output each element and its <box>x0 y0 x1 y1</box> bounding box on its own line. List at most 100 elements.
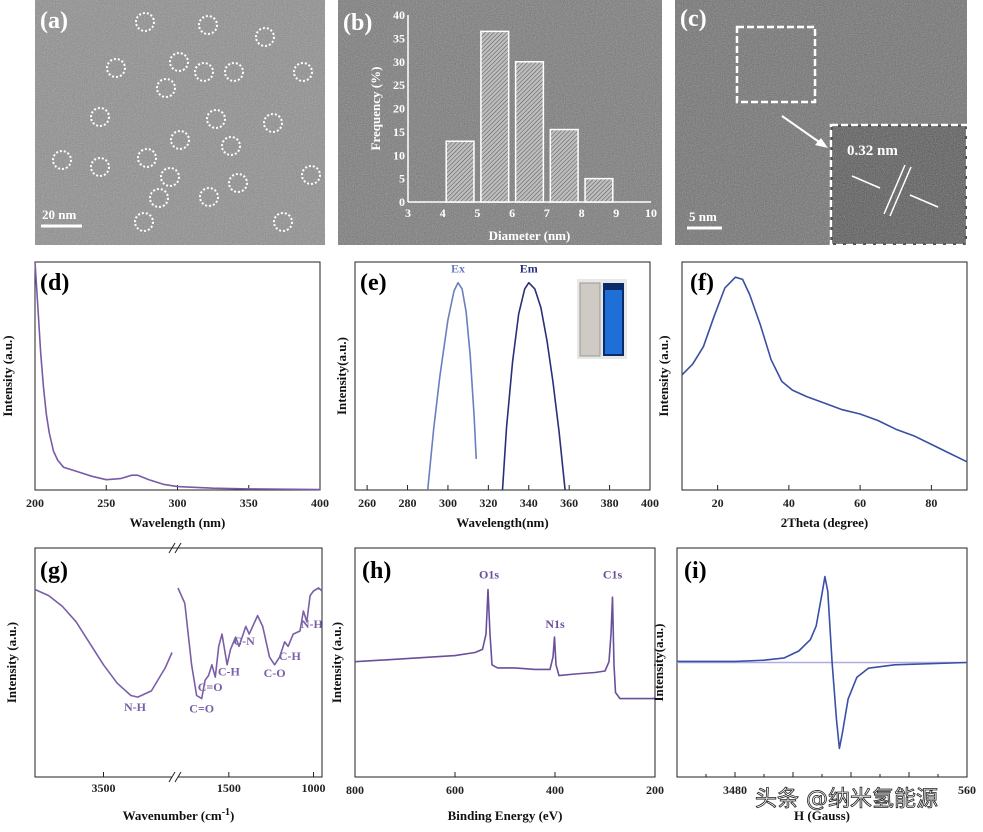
series-line <box>677 575 968 750</box>
nanoparticle-circle <box>198 15 218 35</box>
x-tick-label: 300 <box>169 496 187 510</box>
nanoparticle-circle <box>263 113 283 133</box>
peak-annotation: C-H <box>279 649 302 663</box>
nanoparticle-circle <box>301 165 321 185</box>
series-label: Ex <box>451 262 465 276</box>
x-tick-label: 380 <box>601 496 619 510</box>
x-tick-label: 360 <box>560 496 578 510</box>
nanoparticle-markers <box>52 12 321 232</box>
x-axis-label: Diameter (nm) <box>489 228 571 243</box>
panel-a-tem-image: (a) 20 nm <box>35 0 325 245</box>
x-tick-label: 200 <box>26 496 44 510</box>
nanoparticle-circle <box>135 12 155 32</box>
x-axis-label-text: Wavelength (nm) <box>130 515 226 530</box>
histogram-bar <box>514 61 545 203</box>
nanoparticle-circle <box>224 62 244 82</box>
nanoparticle-circle <box>273 212 293 232</box>
x-tick-label: 800 <box>346 783 364 797</box>
x-tick-label: 3 <box>405 206 411 220</box>
panel-b-size-histogram: 3 4 5 6 7 8 9 10 0 5 10 15 20 25 30 35 40 Diameter (nm) Fr… <box>338 0 662 245</box>
nanoparticle-circle <box>228 173 248 193</box>
y-axis-label: Intensity (a.u.) <box>329 622 344 703</box>
x-tick-label: 200 <box>646 783 664 797</box>
nanoparticle-circle <box>199 187 219 207</box>
peak-annotation: C1s <box>603 568 623 582</box>
plot-frame <box>34 261 321 491</box>
scale-bar-label: 20 nm <box>42 207 76 222</box>
y-tick-label: 15 <box>393 125 405 139</box>
nanoparticle-circle <box>52 150 72 170</box>
plot-frame <box>681 261 968 491</box>
x-axis-label: 2Theta (degree) <box>781 515 868 530</box>
x-tick-label: 4 <box>440 206 446 220</box>
peak-annotation: C-N <box>233 634 255 648</box>
y-tick-label: 25 <box>393 78 405 92</box>
series-line-em <box>501 281 566 491</box>
x-axis-label: Binding Energy (eV) <box>448 808 563 823</box>
x-tick-label: 400 <box>546 783 564 797</box>
y-axis-label: Intensity (a.u.) <box>656 335 671 416</box>
axis-break-icon <box>174 542 182 554</box>
x-axis-label: Wavelength (nm) <box>130 515 226 530</box>
panel-label-h: (h) <box>362 558 391 584</box>
y-tick-label: 5 <box>399 172 405 186</box>
panel-f-chart: 20 40 60 80 (f) Intensity (a.u.) 2Theta (degre… <box>656 261 968 530</box>
axis-break-gap <box>172 771 178 783</box>
nanoparticle-circle <box>149 188 169 208</box>
x-axis-label-text: Wavenumber (cm <box>123 808 222 823</box>
x-tick-label: 3500 <box>92 781 116 795</box>
x-tick-label: 1500 <box>217 781 241 795</box>
series-line-ex <box>426 281 477 491</box>
peak-annotation: C=O <box>198 680 223 694</box>
x-axis-label-text: 2Theta (degree) <box>781 515 868 530</box>
y-tick-label: 10 <box>393 148 405 162</box>
histogram-bar <box>584 177 614 203</box>
peak-annotation: C=O <box>189 701 214 715</box>
x-tick-label: 60 <box>854 496 866 510</box>
panel-label-c: (c) <box>680 6 707 32</box>
y-axis-label: Frequency (%) <box>368 67 383 151</box>
axis-break-icon <box>168 542 176 554</box>
nanoparticle-circle <box>106 58 126 78</box>
series-line <box>681 276 968 463</box>
panel-i-chart: 3480 560 (i) Intensity(a.u.) H (Gauss) <box>651 547 976 823</box>
arrow-icon <box>781 115 823 145</box>
y-tick-label: 20 <box>393 102 405 116</box>
panel-e-chart: 260 280 300 320 340 360 380 400 Ex Em (e) Intensity… <box>334 261 659 530</box>
panel-label-d: (d) <box>40 270 69 296</box>
panel-label-i: (i) <box>684 558 707 584</box>
series-line <box>34 261 321 491</box>
x-tick-label: 320 <box>479 496 497 510</box>
nanoparticle-circle <box>156 78 176 98</box>
x-tick-label: 400 <box>641 496 659 510</box>
x-tick-label: 80 <box>925 496 937 510</box>
x-tick-label: 1000 <box>302 781 326 795</box>
nanoparticle-circle <box>169 52 189 72</box>
watermark: 头条 @纳米氢能源 <box>755 787 938 812</box>
nanoparticle-circle <box>170 130 190 150</box>
panel-label-a: (a) <box>40 8 68 34</box>
cuvette-photo <box>577 279 627 359</box>
x-axis-label-superscript: -1 <box>222 807 230 818</box>
selected-region-box <box>735 25 817 104</box>
y-axis-label: Intensity (a.u.) <box>0 335 15 416</box>
lattice-spacing-label: 0.32 nm <box>847 143 898 159</box>
series-line <box>354 588 655 700</box>
peak-annotation: N-H <box>124 700 147 714</box>
x-tick-label: 8 <box>579 206 585 220</box>
x-tick-label: 350 <box>240 496 258 510</box>
x-axis-label: Wavelength(nm) <box>456 515 548 530</box>
x-axis-label-text: Wavelength(nm) <box>456 515 548 530</box>
x-tick-label: 40 <box>783 496 795 510</box>
axis-break-icon <box>168 771 176 783</box>
series-line <box>34 588 173 698</box>
nanoparticle-circle <box>194 62 214 82</box>
x-tick-label: 260 <box>358 496 376 510</box>
x-tick-label: 300 <box>439 496 457 510</box>
scale-bar-label: 5 nm <box>689 209 717 224</box>
x-tick-label: 5 <box>474 206 480 220</box>
y-axis-label: Intensity (a.u.) <box>4 622 19 703</box>
y-axis-label: Intensity(a.u.) <box>334 337 349 415</box>
